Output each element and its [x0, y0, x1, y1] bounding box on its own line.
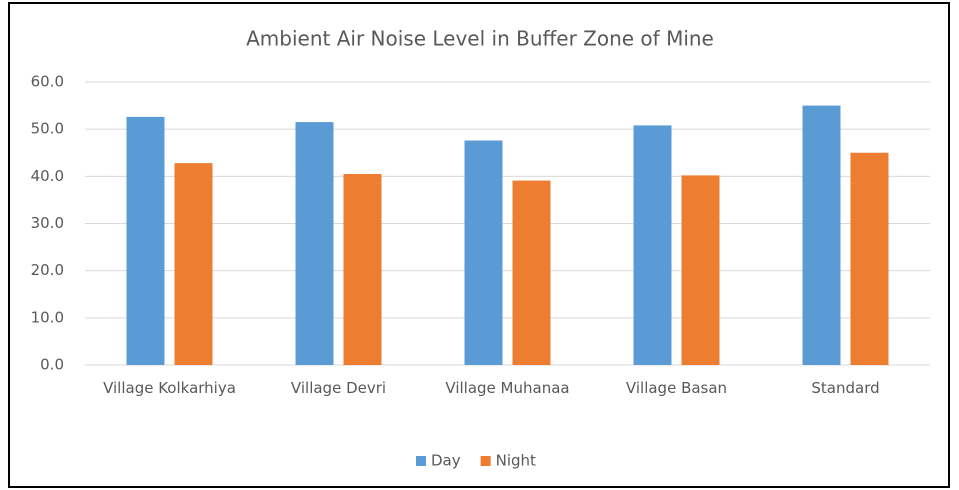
bar: [343, 173, 382, 365]
x-tick-label: Village Devri: [290, 379, 387, 397]
bar: [174, 163, 213, 365]
bar: [681, 175, 720, 365]
y-tick-label: 20.0: [31, 261, 64, 279]
bar: [802, 105, 841, 365]
bar: [512, 180, 551, 365]
y-tick-label: 40.0: [31, 167, 64, 185]
x-tick-label: Village Muhanaa: [445, 379, 570, 397]
chart-title: Ambient Air Noise Level in Buffer Zone o…: [246, 27, 714, 51]
bar: [850, 152, 889, 365]
y-tick-label: 60.0: [31, 73, 64, 91]
y-tick-label: 10.0: [31, 308, 64, 326]
x-tick-label: Standard: [811, 379, 880, 397]
x-tick-label: Village Kolkarhiya: [103, 379, 236, 397]
bar: [295, 122, 334, 365]
y-tick-label: 30.0: [31, 214, 64, 232]
y-tick-label: 0.0: [40, 356, 64, 374]
legend-swatch: [480, 456, 491, 466]
bar: [633, 125, 672, 365]
legend-swatch: [416, 456, 426, 466]
legend-label: Day: [431, 452, 461, 470]
x-tick-label: Village Basan: [625, 379, 728, 397]
bar: [464, 140, 503, 365]
legend-label: Night: [496, 452, 536, 470]
bar: [126, 116, 165, 365]
y-tick-label: 50.0: [31, 120, 64, 138]
